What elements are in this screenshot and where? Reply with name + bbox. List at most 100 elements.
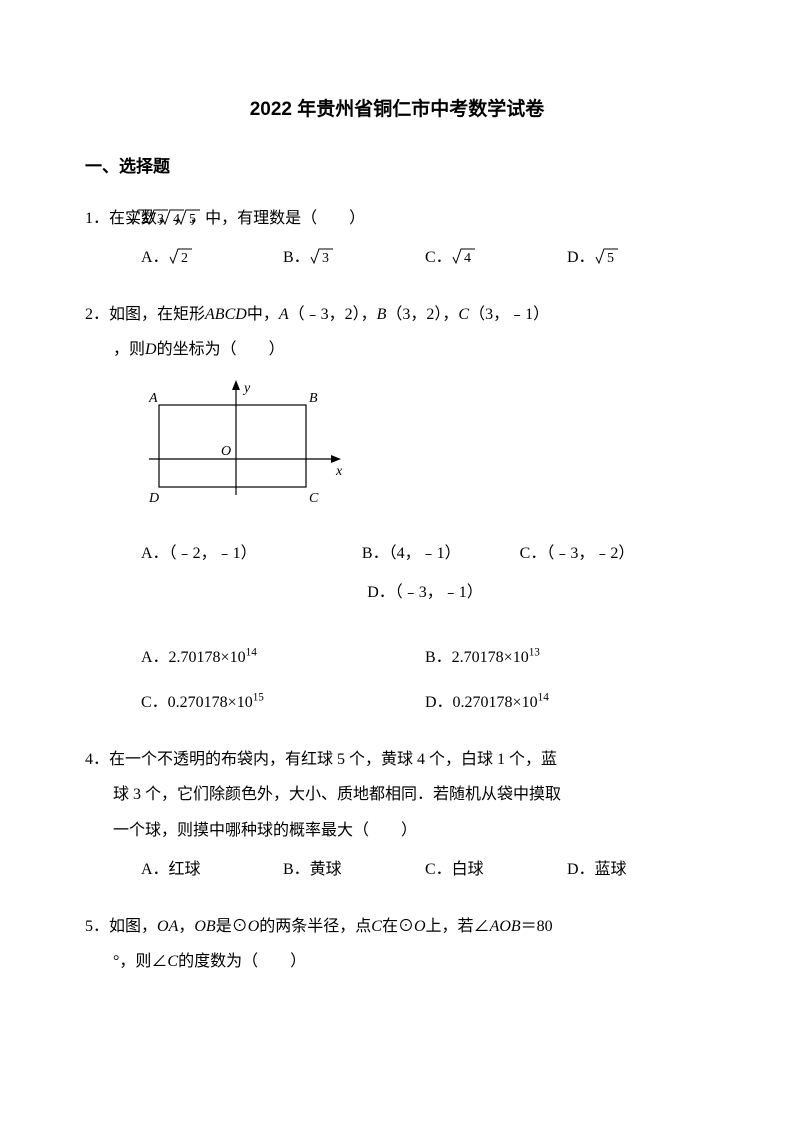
coordC: （3，﹣1） (469, 306, 549, 323)
O1: O (248, 918, 260, 935)
q5-t9: 的度数为（ ） (178, 953, 306, 970)
question-2: 2．如图，在矩形ABCD中，A（﹣3，2），B（3，2），C（3，﹣1） ，则D… (85, 297, 709, 610)
opt-exp: 14 (538, 692, 549, 704)
sqrt-icon: 4 (452, 240, 476, 275)
question-4: 4．在一个不透明的布袋内，有红球 5 个，黄球 4 个，白球 1 个，蓝 球 3… (85, 742, 709, 887)
q4-l1: 在一个不透明的布袋内，有红球 5 个，黄球 4 个，白球 1 个，蓝 (109, 751, 557, 768)
q3-optD: D．0.270178×1014 (425, 685, 709, 720)
sqrt-icon: 3 (310, 240, 334, 275)
q1-optB: B． 3 (283, 240, 425, 275)
opt-text: B．2.70178×10 (425, 649, 529, 666)
svg-text:4: 4 (464, 251, 471, 265)
opt-val: （﹣2，﹣1） (169, 545, 257, 562)
q5-t2: ， (178, 918, 194, 935)
opt-val: （﹣3，﹣1） (395, 584, 483, 601)
q5-t5: 在⊙ (382, 918, 414, 935)
opt-exp: 14 (246, 647, 257, 659)
q4-options: A．红球 B．黄球 C．白球 D．蓝球 (85, 852, 709, 887)
q5-line2: °，则∠C的度数为（ ） (85, 944, 709, 979)
question-3: A．2.70178×1014 B．2.70178×1013 C．0.270178… (85, 640, 709, 720)
q4-optC: C．白球 (425, 852, 567, 887)
opt-text: D．0.270178×10 (425, 694, 538, 711)
label-A: A (279, 306, 289, 323)
q2-text: 2．如图，在矩形ABCD中，A（﹣3，2），B（3，2），C（3，﹣1） (85, 297, 709, 332)
q3-row1: A．2.70178×1014 B．2.70178×1013 (85, 640, 709, 675)
q5-t4: 的两条半径，点 (259, 918, 371, 935)
q5-num: 5． (85, 918, 109, 935)
q4-line3: 一个球，则摸中哪种球的概率最大（ ） (85, 813, 709, 848)
AOB: AOB (490, 918, 521, 935)
label-B: B (377, 306, 387, 323)
opt-label: A． (141, 545, 169, 562)
q3-optC: C．0.270178×1015 (141, 685, 425, 720)
q4-num: 4． (85, 751, 109, 768)
q3-row2: C．0.270178×1015 D．0.270178×1014 (85, 685, 709, 720)
opt-label: D． (367, 584, 395, 601)
q2-optD: D．（﹣3，﹣1） (367, 575, 483, 610)
q4-line1: 4．在一个不透明的布袋内，有红球 5 个，黄球 4 个，白球 1 个，蓝 (85, 742, 709, 777)
q2-options-row1: A．（﹣2，﹣1） B．（4，﹣1） C．（﹣3，﹣2） (85, 536, 709, 571)
q5-t8: ，则∠ (119, 953, 167, 970)
q1-text: 1．在实数2，3，4，5中，有理数是（ ） (85, 201, 709, 236)
question-5: 5．如图，OA，OB是⊙O的两条半径，点C在⊙O上，若∠AOB＝80 °，则∠C… (85, 909, 709, 979)
q2-t2: 中， (247, 306, 279, 323)
opt-exp: 15 (253, 692, 264, 704)
opt-label: B． (362, 545, 389, 562)
opt-label: D． (567, 249, 595, 266)
sqrt-icon: 2 (169, 240, 193, 275)
opt-label: B． (283, 249, 310, 266)
coordA: （﹣3，2）， (289, 306, 377, 323)
q1-body-end: 中，有理数是（ ） (205, 210, 365, 227)
section-header: 一、选择题 (85, 153, 709, 180)
q5-line1: 5．如图，OA，OB是⊙O的两条半径，点C在⊙O上，若∠AOB＝80 (85, 909, 709, 944)
q4-optA: A．红球 (141, 852, 283, 887)
q1-optA: A． 2 (141, 240, 283, 275)
q3-optA: A．2.70178×1014 (141, 640, 425, 675)
svg-text:B: B (309, 391, 318, 406)
C2: C (167, 953, 178, 970)
page-title: 2022 年贵州省铜仁市中考数学试卷 (85, 95, 709, 125)
q5-t3: 是⊙ (216, 918, 248, 935)
svg-text:5: 5 (189, 212, 196, 226)
opt-text: A．2.70178×10 (141, 649, 246, 666)
svg-text:3: 3 (322, 251, 329, 265)
opt-label: C． (425, 249, 452, 266)
opt-text: C．0.270178×10 (141, 694, 253, 711)
abcd: ABCD (205, 306, 247, 323)
opt-exp: 13 (529, 647, 540, 659)
q2-cont: ，则D的坐标为（ ） (85, 332, 709, 367)
label-D: D (145, 341, 157, 358)
svg-text:C: C (309, 491, 319, 506)
OB: OB (194, 918, 215, 935)
O2: O (414, 918, 426, 935)
svg-text:x: x (335, 464, 343, 479)
q5-t1: 如图， (109, 918, 157, 935)
q1-options: A． 2 B． 3 C． 4 D．5 (85, 240, 709, 275)
q2-optD-row: D．（﹣3，﹣1） (85, 575, 709, 610)
svg-text:A: A (148, 391, 158, 406)
opt-label: A． (141, 249, 169, 266)
q4-line2: 球 3 个，它们除颜色外，大小、质地都相同．若随机从袋中摸取 (85, 777, 709, 812)
q2-body: 如图，在矩形 (109, 306, 205, 323)
coordinate-figure: y x O A B C D (141, 377, 351, 512)
svg-text:D: D (148, 491, 159, 506)
q5-t7: ＝80 (521, 918, 553, 935)
q2-t3: ，则 (113, 341, 145, 358)
q2-figure: y x O A B C D (85, 377, 709, 525)
opt-label: C． (520, 545, 547, 562)
q1-optC: C． 4 (425, 240, 567, 275)
opt-val: （4，﹣1） (389, 545, 461, 562)
question-1: 1．在实数2，3，4，5中，有理数是（ ） A．2 B．3 C．4 D．5 (85, 201, 709, 275)
q2-num: 2． (85, 306, 109, 323)
svg-text:2: 2 (181, 251, 188, 265)
sqrt-icon: 5 (595, 240, 619, 275)
q4-optD: D．蓝球 (567, 852, 709, 887)
q2-optB: B．（4，﹣1） (362, 536, 520, 571)
svg-text:y: y (242, 381, 251, 396)
q2-t4: 的坐标为（ ） (157, 341, 285, 358)
q2-optC: C．（﹣3，﹣2） (520, 536, 709, 571)
svg-text:O: O (221, 444, 231, 459)
q4-optB: B．黄球 (283, 852, 425, 887)
q3-optB: B．2.70178×1013 (425, 640, 709, 675)
q1-optD: D．5 (567, 240, 709, 275)
